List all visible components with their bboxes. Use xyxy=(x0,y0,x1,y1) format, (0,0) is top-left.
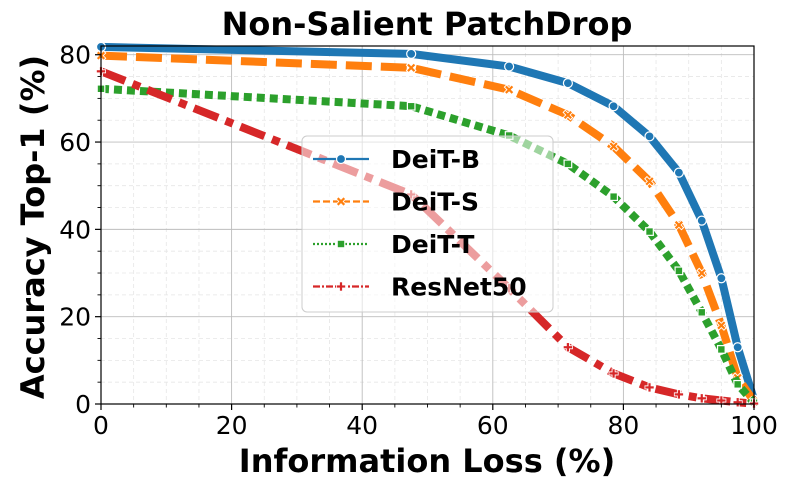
y-tick-label: 60 xyxy=(59,128,91,157)
legend-marker-deit-t xyxy=(336,239,346,249)
data-point-deit-t xyxy=(716,345,726,354)
data-point-deit-b xyxy=(608,101,619,112)
data-point-deit-b xyxy=(673,167,685,178)
legend-box xyxy=(301,135,554,313)
data-point-deit-s xyxy=(405,62,417,74)
legend-label-deit-t: DeiT-T xyxy=(391,230,474,259)
legend-label-deit-b: DeiT-B xyxy=(391,145,480,174)
data-point-deit-t xyxy=(674,266,684,276)
data-point-deit-b xyxy=(406,48,417,59)
y-tick-label: 20 xyxy=(59,303,91,332)
x-tick-label: 40 xyxy=(346,411,378,440)
data-point-resnet50 xyxy=(644,382,655,393)
legend: DeiT-B DeiT-S DeiT-T ResNet50 xyxy=(301,135,554,313)
axes xyxy=(95,45,755,410)
data-point-deit-s xyxy=(696,267,708,279)
data-point-deit-s xyxy=(644,175,655,187)
legend-entry-resnet50: ResNet50 xyxy=(313,273,527,302)
data-point-resnet50 xyxy=(673,389,684,400)
data-point-deit-t xyxy=(563,159,573,169)
data-point-deit-s xyxy=(673,219,685,231)
x-tick-label: 80 xyxy=(607,411,639,440)
data-point-deit-t xyxy=(406,101,416,111)
legend-marker-deit-s xyxy=(335,196,347,207)
legend-entry-deit-s: DeiT-S xyxy=(313,188,479,217)
x-tick-label: 0 xyxy=(93,411,109,440)
x-axis-label: Information Loss (%) xyxy=(239,442,615,480)
data-point-deit-s xyxy=(562,109,574,121)
x-tick-label: 100 xyxy=(730,411,778,440)
data-point-deit-b xyxy=(644,131,655,142)
data-point-deit-t xyxy=(645,227,654,236)
data-point-deit-s xyxy=(503,84,515,96)
data-point-deit-t xyxy=(733,379,743,389)
data-point-deit-s xyxy=(608,141,620,152)
data-point-resnet50 xyxy=(562,342,573,353)
y-tick-label: 40 xyxy=(59,215,91,244)
y-axis-label: Accuracy Top-1 (%) xyxy=(14,55,52,399)
legend-marker-resnet50 xyxy=(336,281,346,292)
data-point-deit-t xyxy=(609,192,619,202)
series-line-deit-t xyxy=(100,84,757,406)
legend-label-deit-s: DeiT-S xyxy=(391,188,479,217)
legend-entry-deit-t: DeiT-T xyxy=(313,230,474,259)
data-point-deit-b xyxy=(732,342,743,353)
data-point-deit-b xyxy=(716,273,727,284)
x-tick-label: 20 xyxy=(216,411,248,440)
data-point-resnet50 xyxy=(696,393,707,404)
x-tick-label: 60 xyxy=(477,411,509,440)
legend-marker-deit-b xyxy=(335,153,347,165)
data-point-deit-t xyxy=(697,307,707,317)
y-tick-label: 80 xyxy=(59,41,91,70)
legend-label-resnet50: ResNet50 xyxy=(391,273,527,302)
y-tick-label: 0 xyxy=(75,390,91,419)
data-point-deit-b xyxy=(562,78,573,89)
data-point-deit-s xyxy=(715,320,727,331)
tick-labels: 0 20 40 60 80 100 0 20 40 60 80 xyxy=(59,41,778,440)
data-point-deit-b xyxy=(504,61,515,72)
data-point-resnet50 xyxy=(732,397,743,408)
data-point-deit-b xyxy=(696,215,707,226)
chart-title: Non-Salient PatchDrop xyxy=(222,5,633,43)
data-point-resnet50 xyxy=(608,368,619,379)
legend-entry-deit-b: DeiT-B xyxy=(313,145,480,174)
